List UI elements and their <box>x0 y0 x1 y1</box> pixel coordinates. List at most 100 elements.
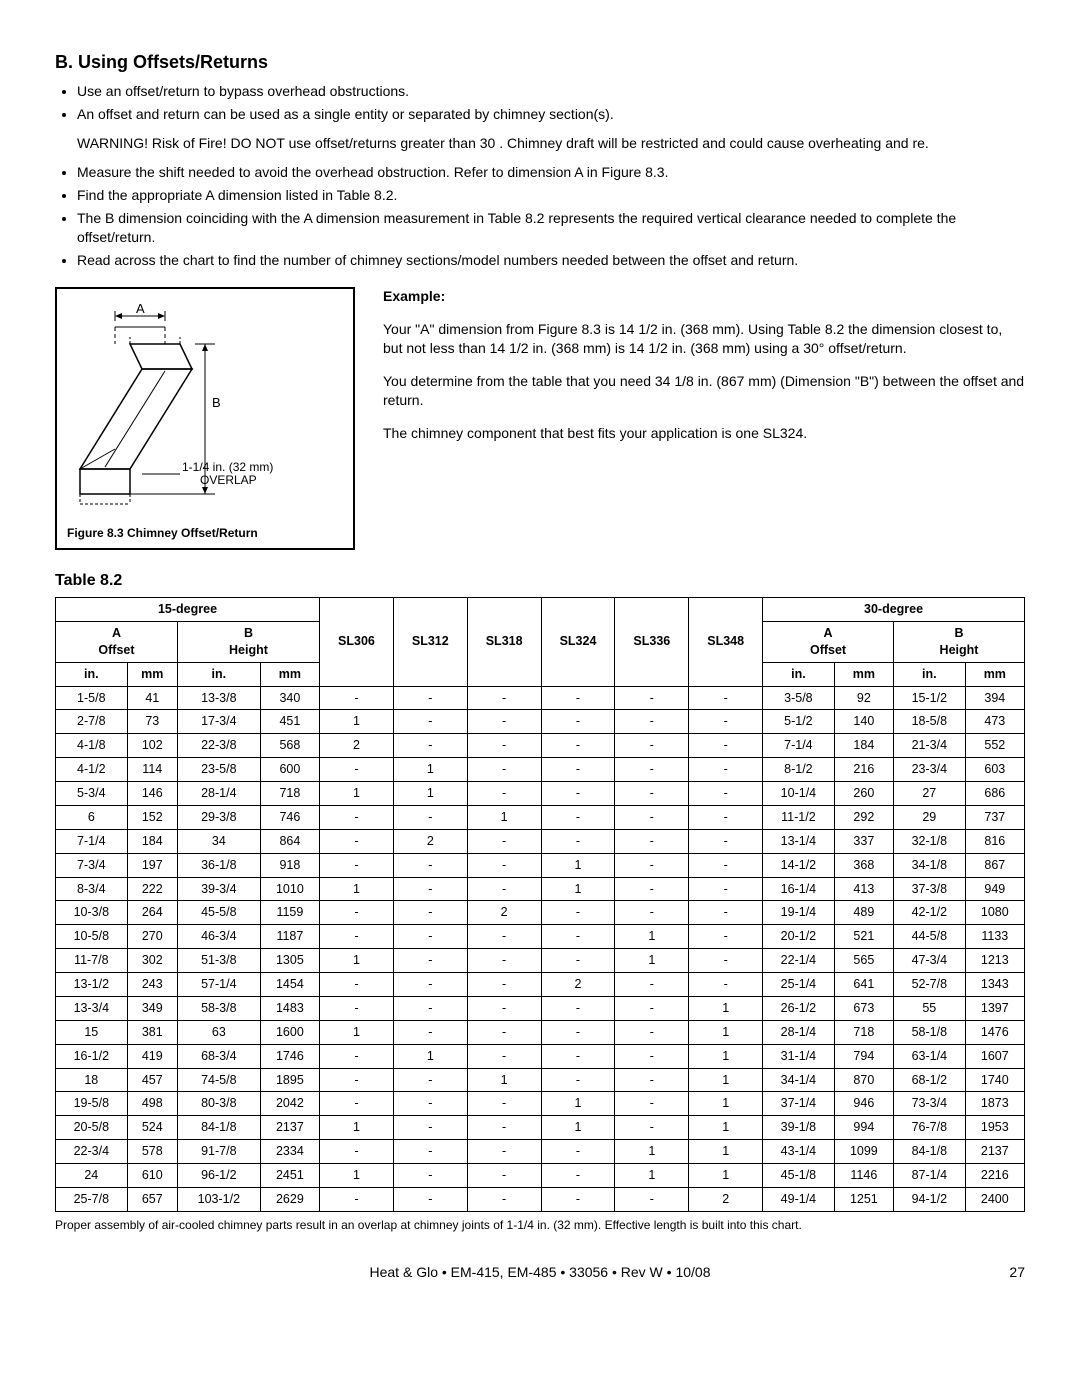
table-cell: 16-1/2 <box>56 1044 128 1068</box>
table-cell: 2334 <box>260 1140 319 1164</box>
table-cell: - <box>541 1020 615 1044</box>
table-cell: - <box>393 710 467 734</box>
bullet-item: Measure the shift needed to avoid the ov… <box>77 163 1025 182</box>
table-cell: - <box>615 782 689 806</box>
table-cell: 20-5/8 <box>56 1116 128 1140</box>
table-cell: 1 <box>615 1140 689 1164</box>
table-cell: 994 <box>834 1116 893 1140</box>
table-cell: - <box>393 805 467 829</box>
table-cell: - <box>320 829 394 853</box>
bullet-item: Use an offset/return to bypass overhead … <box>77 82 1025 101</box>
table-cell: - <box>541 734 615 758</box>
table-cell: - <box>393 901 467 925</box>
table-cell: 1080 <box>965 901 1024 925</box>
table-cell: - <box>689 853 763 877</box>
table-cell: - <box>393 949 467 973</box>
table-cell: 451 <box>260 710 319 734</box>
th-mm: mm <box>260 662 319 686</box>
table-cell: - <box>615 829 689 853</box>
table-cell: - <box>320 996 394 1020</box>
table-cell: - <box>615 686 689 710</box>
table-cell: 1 <box>393 782 467 806</box>
table-cell: 11-7/8 <box>56 949 128 973</box>
th-b-height-r: BHeight <box>894 621 1025 662</box>
table-cell: - <box>689 973 763 997</box>
table-row: 2-7/87317-3/44511-----5-1/214018-5/8473 <box>56 710 1025 734</box>
table-cell: 1187 <box>260 925 319 949</box>
th-in: in. <box>177 662 260 686</box>
table-cell: - <box>467 1116 541 1140</box>
example-column: Example: Your "A" dimension from Figure … <box>383 287 1025 549</box>
table-cell: 6 <box>56 805 128 829</box>
table-cell: 18 <box>56 1068 128 1092</box>
table-cell: 1 <box>689 1044 763 1068</box>
table-cell: 52-7/8 <box>894 973 966 997</box>
table-cell: 1 <box>541 1116 615 1140</box>
table-cell: 25-1/4 <box>763 973 835 997</box>
page-number: 27 <box>1009 1263 1025 1282</box>
table-cell: - <box>541 1187 615 1211</box>
table-cell: 524 <box>127 1116 177 1140</box>
table-cell: 1 <box>320 877 394 901</box>
table-cell: - <box>689 805 763 829</box>
table-cell: 2 <box>541 973 615 997</box>
table-cell: 184 <box>834 734 893 758</box>
table-cell: 2 <box>467 901 541 925</box>
table-cell: 84-1/8 <box>177 1116 260 1140</box>
table-cell: - <box>467 877 541 901</box>
table-cell: 337 <box>834 829 893 853</box>
example-p3: The chimney component that best ﬁts your… <box>383 424 1025 443</box>
table-cell: 1 <box>541 853 615 877</box>
table-cell: 1099 <box>834 1140 893 1164</box>
table-cell: - <box>320 1140 394 1164</box>
table-row: 10-3/826445-5/81159--2---19-1/448942-1/2… <box>56 901 1025 925</box>
table-cell: - <box>393 1068 467 1092</box>
table-cell: 29 <box>894 805 966 829</box>
table-cell: 1 <box>615 949 689 973</box>
table-row: 22-3/457891-7/82334----1143-1/4109984-1/… <box>56 1140 1025 1164</box>
th-in: in. <box>56 662 128 686</box>
table-cell: 15 <box>56 1020 128 1044</box>
table-cell: 39-1/8 <box>763 1116 835 1140</box>
table-cell: 45-1/8 <box>763 1164 835 1188</box>
table-cell: 73-3/4 <box>894 1092 966 1116</box>
table-cell: 1397 <box>965 996 1024 1020</box>
table-cell: 216 <box>834 758 893 782</box>
table-cell: - <box>393 996 467 1020</box>
table-row: 153816316001----128-1/471858-1/81476 <box>56 1020 1025 1044</box>
table-cell: 340 <box>260 686 319 710</box>
table-cell: - <box>393 853 467 877</box>
table-cell: 552 <box>965 734 1024 758</box>
table-cell: 11-1/2 <box>763 805 835 829</box>
table-cell: 949 <box>965 877 1024 901</box>
table-cell: 746 <box>260 805 319 829</box>
table-cell: 7-1/4 <box>763 734 835 758</box>
table-cell: 1746 <box>260 1044 319 1068</box>
table-cell: 1213 <box>965 949 1024 973</box>
table-cell: - <box>467 758 541 782</box>
bullet-list-bottom: Measure the shift needed to avoid the ov… <box>77 163 1025 269</box>
table-cell: 610 <box>127 1164 177 1188</box>
table-cell: 1 <box>541 877 615 901</box>
table-cell: 19-5/8 <box>56 1092 128 1116</box>
table-cell: 2137 <box>260 1116 319 1140</box>
table-row: 4-1/211423-5/8600-1----8-1/221623-3/4603 <box>56 758 1025 782</box>
table-cell: 419 <box>127 1044 177 1068</box>
table-cell: 600 <box>260 758 319 782</box>
table-cell: 603 <box>965 758 1024 782</box>
table-cell: 146 <box>127 782 177 806</box>
table-cell: - <box>467 949 541 973</box>
table-cell: 1133 <box>965 925 1024 949</box>
table-cell: - <box>393 925 467 949</box>
table-cell: 1 <box>541 1092 615 1116</box>
table-cell: 222 <box>127 877 177 901</box>
table-cell: 10-1/4 <box>763 782 835 806</box>
table-cell: - <box>615 853 689 877</box>
table-cell: 264 <box>127 901 177 925</box>
table-cell: 114 <box>127 758 177 782</box>
table-cell: 84-1/8 <box>894 1140 966 1164</box>
table-cell: 22-1/4 <box>763 949 835 973</box>
table-cell: 1 <box>393 758 467 782</box>
table-cell: 20-1/2 <box>763 925 835 949</box>
table-cell: 1251 <box>834 1187 893 1211</box>
